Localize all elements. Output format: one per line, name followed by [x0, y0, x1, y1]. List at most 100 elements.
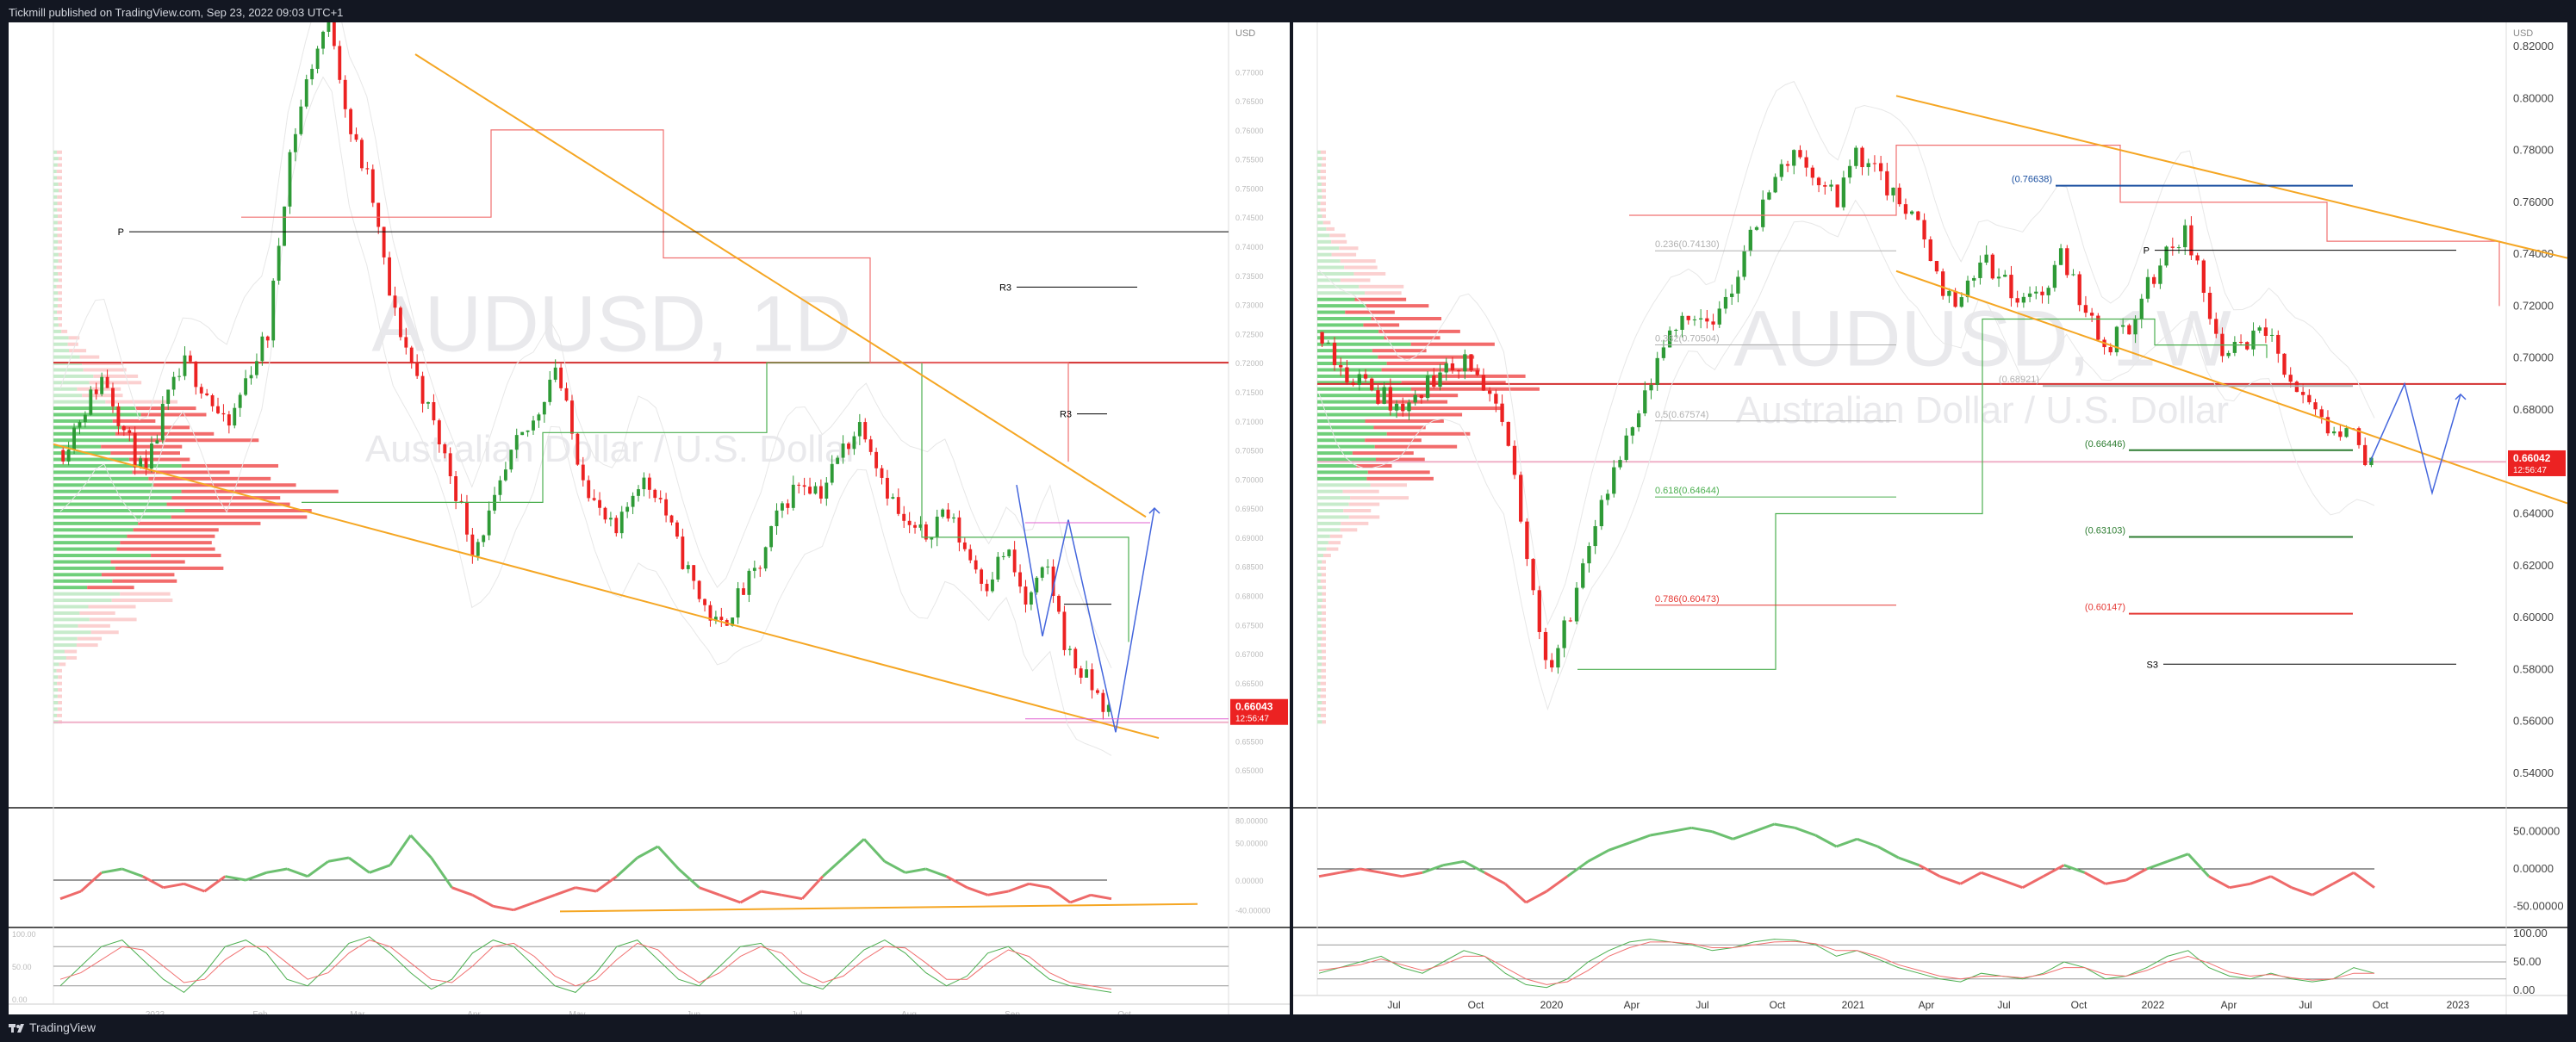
- currency-label: USD: [1235, 28, 1255, 39]
- volume-profile-sell-bar: [1320, 150, 1326, 154]
- volume-profile-sell-bar: [58, 239, 62, 244]
- volume-profile-buy-bar: [53, 323, 59, 327]
- rsi-segment: [987, 890, 1009, 896]
- weekly-chart-panel[interactable]: AUDUSD, 1W Australian Dollar / U.S. Dolla…: [1293, 22, 2567, 1014]
- volume-profile-buy-bar: [1317, 483, 1371, 487]
- volume-profile-sell-bar: [181, 463, 279, 468]
- projection-arrowhead: [2455, 393, 2467, 400]
- volume-profile-buy-bar: [53, 636, 78, 641]
- volume-profile-sell-bar: [56, 170, 62, 174]
- volume-profile-buy-bar: [53, 176, 57, 180]
- volume-profile-sell-bar: [120, 592, 171, 596]
- volume-profile-sell-bar: [1434, 374, 1526, 378]
- candle-body: [1351, 382, 1355, 385]
- candle-body: [913, 524, 917, 528]
- candle-body: [1723, 296, 1728, 309]
- rsi-segment: [471, 894, 495, 908]
- volume-profile-sell-bar: [1348, 515, 1380, 519]
- candle-body: [1624, 435, 1628, 461]
- bollinger-band-line: [1318, 80, 2375, 626]
- volume-profile-sell-bar: [127, 534, 215, 538]
- volume-profile-buy-bar: [1317, 355, 1378, 359]
- candle-body: [61, 450, 65, 462]
- candle-body: [2325, 417, 2330, 434]
- candle-body: [1785, 164, 1790, 166]
- candle-body: [1419, 394, 1424, 399]
- price-tick-label: 0.73500: [1235, 272, 1264, 281]
- rsi-segment: [1504, 883, 1528, 904]
- candle-body: [598, 499, 601, 508]
- rsi-segment: [286, 867, 308, 878]
- rsi-segment: [761, 890, 782, 896]
- candle-body: [581, 464, 585, 481]
- candle-body: [1024, 586, 1028, 605]
- price-tick-label: 0.75500: [1235, 156, 1264, 164]
- candle-body: [847, 443, 850, 450]
- rsi-segment: [1422, 864, 1444, 874]
- candle-body: [713, 617, 718, 621]
- volume-profile-buy-bar: [53, 202, 58, 206]
- volume-profile-buy-bar: [53, 425, 121, 430]
- volume-profile-sell-bar: [1322, 720, 1326, 724]
- candle-body: [1101, 692, 1105, 712]
- candle-body: [155, 440, 159, 444]
- volume-profile-sell-bar: [1320, 694, 1326, 698]
- candle-body: [238, 394, 242, 408]
- candle-body: [874, 451, 879, 468]
- candle-body: [265, 336, 270, 341]
- volume-profile-buy-bar: [1317, 636, 1322, 641]
- rsi-segment: [1546, 875, 1569, 893]
- volume-profile-buy-bar: [53, 681, 58, 685]
- candle-body: [1388, 387, 1393, 411]
- time-tick-label: Apr: [2221, 999, 2237, 1011]
- volume-profile-buy-bar: [1317, 271, 1354, 276]
- volume-profile-buy-bar: [1317, 496, 1351, 500]
- volume-profile-sell-bar: [140, 412, 207, 417]
- candle-body: [454, 476, 458, 501]
- rsi-segment: [184, 882, 205, 893]
- candle-body: [205, 393, 209, 396]
- volume-profile-sell-bar: [121, 425, 190, 430]
- pivot-level-label: S3: [2147, 660, 2158, 670]
- daily-chart-panel[interactable]: AUDUSD, 1D Australian Dollar / U.S. Dolla…: [9, 22, 1290, 1014]
- rsi-segment: [1608, 841, 1630, 852]
- candle-body: [66, 449, 71, 462]
- candle-body: [1432, 375, 1436, 388]
- candle-body: [2183, 225, 2187, 248]
- volume-profile-buy-bar: [53, 336, 69, 340]
- candle-body: [1438, 372, 1442, 388]
- volume-profile-sell-bar: [58, 271, 62, 276]
- volume-profile-buy-bar: [1317, 566, 1321, 570]
- candle-body: [2195, 255, 2200, 261]
- time-tick-label: Jun: [687, 1010, 700, 1014]
- price-tick-label: 0.72000: [2513, 299, 2554, 312]
- volume-profile-sell-bar: [133, 528, 219, 532]
- volume-profile-sell-bar: [67, 342, 78, 346]
- candle-body: [1636, 413, 1641, 428]
- candle-body: [587, 480, 591, 499]
- candle-body: [2226, 352, 2231, 357]
- rsi-segment: [1380, 871, 1403, 878]
- price-tick-label: 0.68500: [1235, 563, 1264, 572]
- candle-body: [2288, 375, 2293, 382]
- volume-profile-buy-bar: [53, 297, 59, 301]
- volume-profile-buy-bar: [1317, 707, 1321, 711]
- volume-profile-buy-bar: [1317, 189, 1322, 193]
- candle-body: [293, 133, 297, 152]
- volume-profile-sell-bar: [151, 554, 221, 558]
- candle-body: [139, 458, 143, 468]
- volume-profile-sell-bar: [58, 291, 62, 295]
- time-tick-label: Aug: [901, 1010, 917, 1014]
- candle-body: [2058, 248, 2063, 265]
- volume-profile-buy-bar: [1317, 560, 1322, 564]
- candle-body: [105, 376, 109, 388]
- volume-profile-sell-bar: [1365, 291, 1402, 295]
- footer-brand[interactable]: TradingView: [9, 1018, 96, 1037]
- daily-chart-svg[interactable]: AUDUSD, 1D Australian Dollar / U.S. Dolla…: [9, 22, 1290, 1014]
- candle-body: [2319, 409, 2324, 418]
- bollinger-band-line: [59, 76, 1112, 756]
- volume-profile-buy-bar: [53, 713, 58, 717]
- volume-profile-sell-bar: [1321, 573, 1326, 577]
- volume-profile-sell-bar: [1322, 630, 1326, 635]
